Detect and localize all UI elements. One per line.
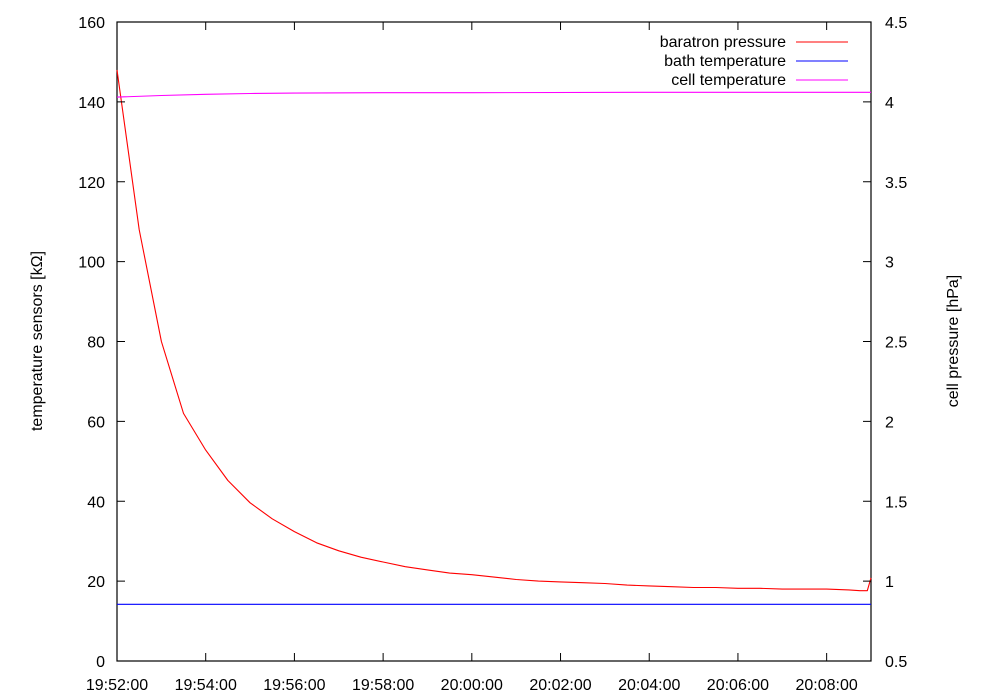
y2-tick-label: 3 bbox=[885, 255, 894, 272]
y2-tick-label: 0.5 bbox=[885, 654, 907, 671]
y2-tick-label: 3.5 bbox=[885, 175, 907, 192]
y-tick-label: 100 bbox=[78, 255, 105, 272]
y-tick-label: 20 bbox=[87, 574, 105, 591]
y2-tick-label: 1.5 bbox=[885, 494, 907, 511]
y2-tick-label: 2.5 bbox=[885, 335, 907, 352]
legend-label: bath temperature bbox=[664, 53, 786, 70]
legend: baratron pressure bath temperature cell te… bbox=[660, 34, 848, 89]
x-tick-label: 20:04:00 bbox=[618, 677, 680, 694]
legend-label: cell temperature bbox=[671, 72, 786, 89]
x-tick-label: 20:06:00 bbox=[707, 677, 769, 694]
y2-tick-label: 1 bbox=[885, 574, 894, 591]
y-axis-left: 0 20 40 60 80 100 120 140 160 bbox=[78, 15, 125, 671]
y-tick-label: 120 bbox=[78, 175, 105, 192]
y-tick-label: 140 bbox=[78, 95, 105, 112]
x-tick-label: 20:00:00 bbox=[441, 677, 503, 694]
x-axis: 19:52:00 19:54:00 19:56:00 19:58:00 20:00:00… bbox=[86, 22, 858, 694]
y-tick-label: 60 bbox=[87, 414, 105, 431]
x-tick-label: 19:52:00 bbox=[86, 677, 148, 694]
x-tick-label: 19:56:00 bbox=[263, 677, 325, 694]
y-tick-label: 0 bbox=[96, 654, 105, 671]
x-tick-label: 20:02:00 bbox=[529, 677, 591, 694]
y2-tick-label: 4.5 bbox=[885, 15, 907, 32]
y-tick-label: 160 bbox=[78, 15, 105, 32]
y-tick-label: 80 bbox=[87, 335, 105, 352]
y2-tick-label: 4 bbox=[885, 95, 894, 112]
x-tick-label: 19:54:00 bbox=[175, 677, 237, 694]
y2-axis-label: cell pressure [hPa] bbox=[945, 275, 962, 408]
x-tick-label: 19:58:00 bbox=[352, 677, 414, 694]
legend-label: baratron pressure bbox=[660, 34, 786, 51]
plot-frame bbox=[116, 21, 872, 662]
series-layer bbox=[116, 69, 872, 605]
plot-border bbox=[116, 21, 872, 662]
y-axis-right: 0.5 1 1.5 2 2.5 3 3.5 4 4.5 bbox=[863, 15, 907, 671]
y-axis-label: temperature sensors [kΩ] bbox=[29, 251, 46, 431]
series-line-cell-temperature bbox=[116, 91, 871, 98]
x-tick-label: 20:08:00 bbox=[796, 677, 858, 694]
y-tick-label: 40 bbox=[87, 494, 105, 511]
series-line-baratron-pressure bbox=[116, 69, 872, 592]
y2-tick-label: 2 bbox=[885, 414, 894, 431]
